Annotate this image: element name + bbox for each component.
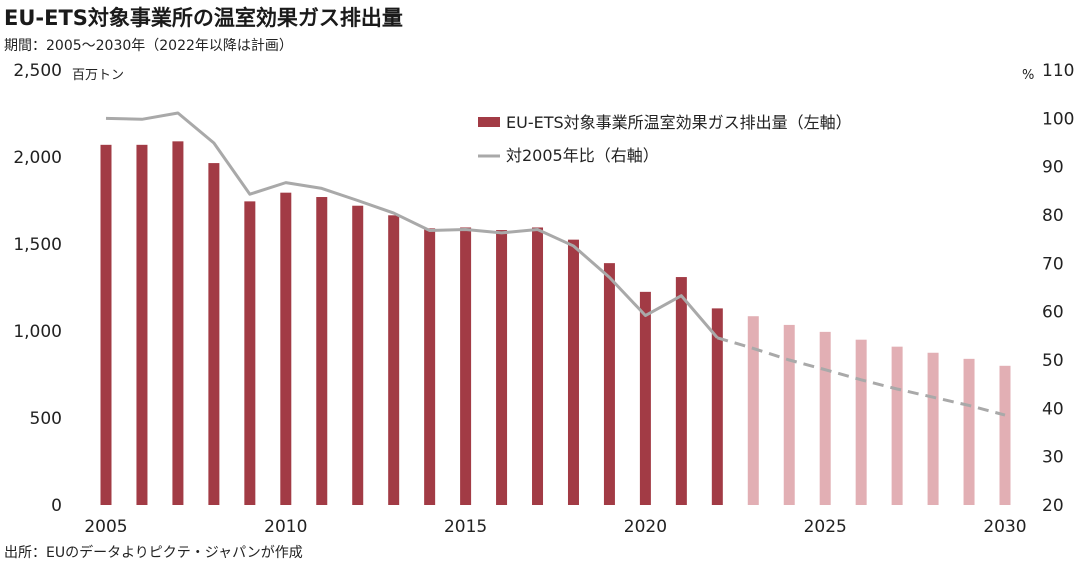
right-tick-label: 80 [1042, 206, 1064, 226]
right-axis-unit: % [1022, 68, 1034, 83]
left-tick-label: 2,500 [13, 61, 62, 81]
right-tick-label: 100 [1042, 109, 1074, 129]
right-tick-label: 30 [1042, 448, 1064, 468]
bar [675, 277, 687, 505]
bar [532, 227, 544, 505]
bar [496, 230, 508, 505]
legend-bar-label: EU-ETS対象事業所温室効果ガス排出量（左軸） [506, 113, 852, 132]
right-tick-label: 70 [1042, 254, 1064, 274]
bar [388, 215, 400, 506]
bar [891, 346, 903, 505]
x-axis-ticks: 2005 2010 2015 2020 2025 2030 [84, 517, 1026, 537]
bar [963, 358, 975, 505]
x-tick-label: 2010 [264, 517, 307, 537]
left-tick-label: 0 [51, 496, 62, 516]
bar [316, 197, 328, 505]
bar [244, 201, 256, 505]
bar [280, 192, 292, 506]
ratio-line-actual [105, 111, 719, 339]
chart-subtitle: 期間：2005〜2030年（2022年以降は計画） [4, 38, 293, 54]
legend: EU-ETS対象事業所温室効果ガス排出量（左軸） 対2005年比（右軸） [478, 113, 852, 165]
bar-series [100, 141, 1011, 506]
legend-line-label: 対2005年比（右軸） [506, 146, 659, 165]
bar [639, 291, 651, 505]
x-tick-label: 2020 [624, 517, 667, 537]
right-axis-ticks: 20 30 40 50 60 70 80 90 100 110 [1042, 61, 1074, 516]
left-axis-unit: 百万トン [72, 68, 124, 83]
bar [352, 205, 364, 505]
right-tick-label: 50 [1042, 351, 1064, 371]
ratio-line-series [105, 111, 1006, 417]
bar [999, 365, 1011, 505]
left-axis-ticks: 0 500 1,000 1,500 2,000 2,500 [13, 61, 62, 516]
bar [927, 352, 939, 505]
x-tick-label: 2005 [84, 517, 127, 537]
x-tick-label: 2015 [444, 517, 487, 537]
left-tick-label: 1,000 [13, 322, 62, 342]
bar [783, 324, 795, 505]
left-tick-label: 500 [30, 409, 62, 429]
right-tick-label: 110 [1042, 61, 1074, 81]
chart-title: EU-ETS対象事業所の温室効果ガス排出量 [4, 6, 403, 30]
bar [747, 316, 759, 505]
bar [172, 141, 184, 505]
left-tick-label: 1,500 [13, 235, 62, 255]
x-tick-label: 2030 [983, 517, 1026, 537]
right-tick-label: 60 [1042, 303, 1064, 323]
bar [136, 144, 148, 505]
legend-bar-swatch [478, 117, 500, 127]
right-tick-label: 90 [1042, 158, 1064, 178]
bar [100, 144, 112, 505]
bar [208, 163, 220, 505]
bar [819, 331, 831, 505]
bar [567, 239, 579, 505]
bar [603, 263, 615, 505]
source-note: 出所：EUのデータよりピクテ・ジャパンが作成 [4, 544, 303, 561]
x-tick-label: 2025 [804, 517, 847, 537]
left-tick-label: 2,000 [13, 148, 62, 168]
right-tick-label: 20 [1042, 496, 1064, 516]
right-tick-label: 40 [1042, 399, 1064, 419]
bar [855, 339, 867, 505]
bar [424, 228, 436, 505]
bar [460, 227, 472, 505]
bar [711, 308, 723, 505]
